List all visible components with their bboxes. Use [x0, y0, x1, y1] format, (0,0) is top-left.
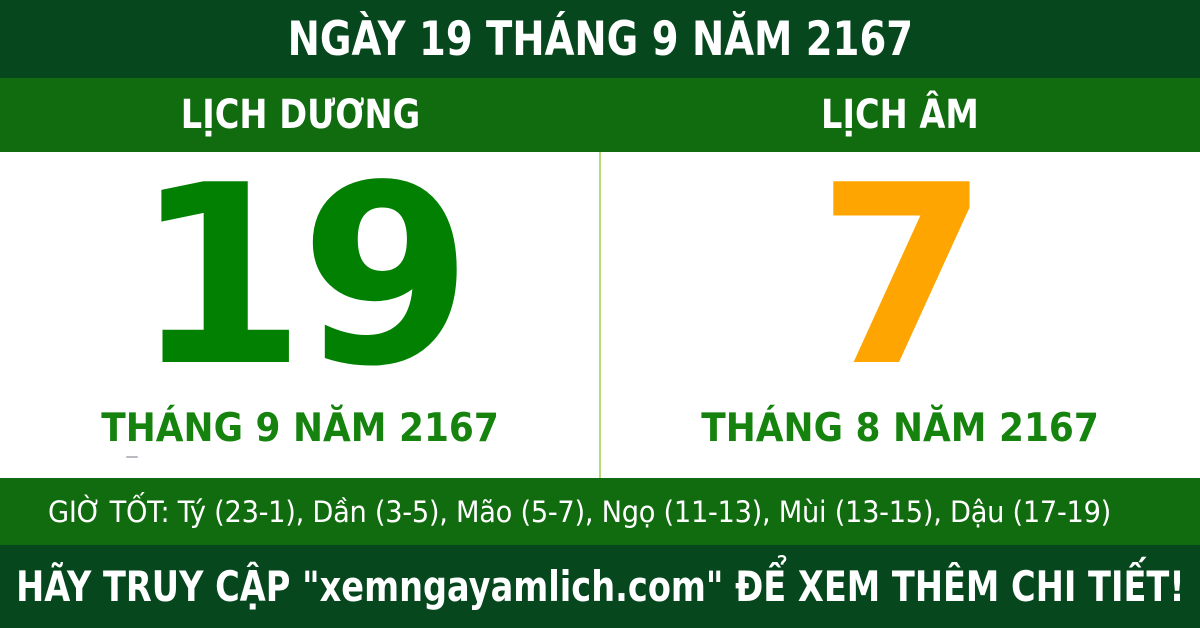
solar-calendar-header: LỊCH DƯƠNG [0, 78, 600, 152]
good-hours-bar: GIỜ TỐT: Tý (23-1), Dần (3-5), Mão (5-7)… [0, 478, 1200, 545]
solar-day-number: 19 [133, 133, 472, 421]
solar-calendar-column: 19 THÁNG 9 NĂM 2167 [0, 152, 600, 478]
column-divider-line [599, 152, 601, 478]
lunar-calendar-column: 7 THÁNG 8 NĂM 2167 [600, 152, 1200, 478]
lunar-day-number: 7 [816, 133, 990, 421]
date-title: NGÀY 19 THÁNG 9 NĂM 2167 [287, 11, 913, 67]
good-hours-text: GIỜ TỐT: Tý (23-1), Dần (3-5), Mão (5-7)… [48, 494, 1112, 529]
footer-cta-bar: HÃY TRUY CẬP "xemngayamlich.com" ĐỂ XEM … [0, 545, 1200, 628]
small-dash-artifact [126, 456, 138, 458]
date-title-bar: NGÀY 19 THÁNG 9 NĂM 2167 [0, 0, 1200, 78]
footer-cta-text: HÃY TRUY CẬP "xemngayamlich.com" ĐỂ XEM … [15, 562, 1185, 611]
lunar-calendar-header-label: LỊCH ÂM [821, 92, 979, 138]
lunar-calendar-header: LỊCH ÂM [600, 78, 1200, 152]
solar-calendar-header-label: LỊCH DƯƠNG [180, 92, 420, 138]
lunar-month-label: THÁNG 8 NĂM 2167 [701, 406, 1099, 451]
solar-month-label: THÁNG 9 NĂM 2167 [101, 406, 499, 451]
calendar-type-header-bar: LỊCH DƯƠNG LỊCH ÂM [0, 78, 1200, 152]
calendar-main-area: 19 THÁNG 9 NĂM 2167 7 THÁNG 8 NĂM 2167 [0, 152, 1200, 478]
